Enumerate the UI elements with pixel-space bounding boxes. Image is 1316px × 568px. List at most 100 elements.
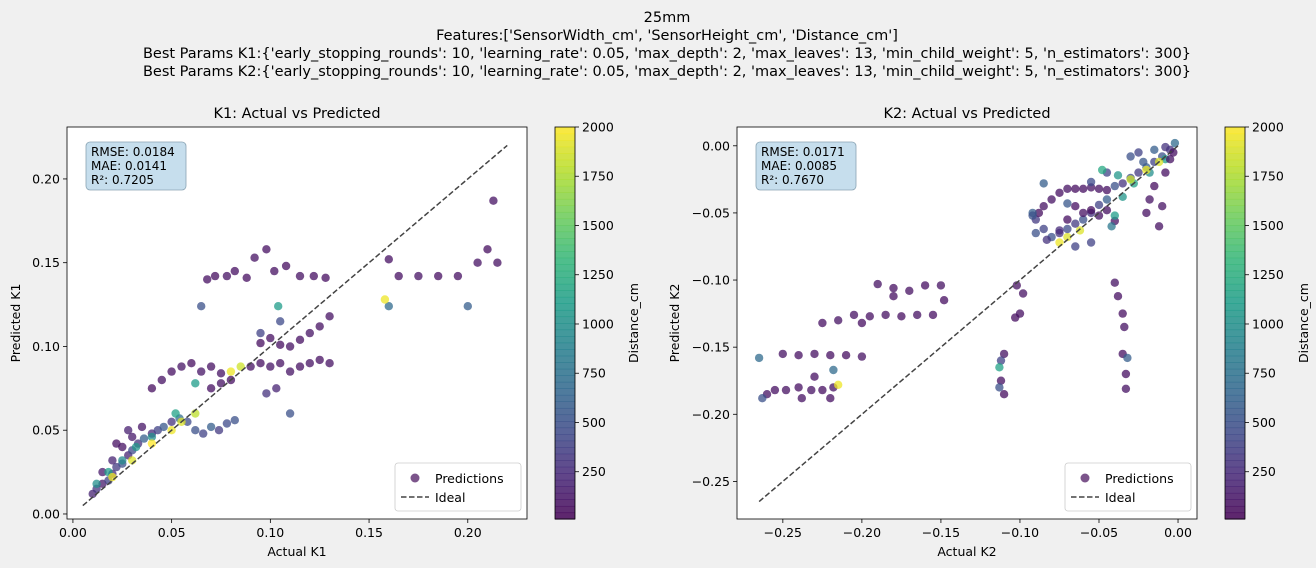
y-tick-label: 0.15 <box>32 255 60 270</box>
data-point <box>818 318 827 328</box>
data-point <box>230 266 239 276</box>
colorbar-segment <box>555 238 575 246</box>
data-point <box>206 362 216 371</box>
colorbar-segment <box>555 264 575 272</box>
colorbar-segment <box>1225 211 1245 220</box>
colorbar-segment <box>1225 172 1245 180</box>
data-point <box>112 439 121 448</box>
stats-box <box>755 141 857 191</box>
colorbar-tick-label: 250 <box>582 464 606 479</box>
data-point <box>305 359 314 368</box>
colorbar-segment <box>1225 414 1245 422</box>
data-point <box>807 385 816 395</box>
colorbar-segment <box>555 211 575 220</box>
colorbar-tick-label: 500 <box>1252 415 1276 430</box>
colorbar-segment <box>555 146 575 154</box>
colorbar-tick-label: 1500 <box>1252 218 1284 233</box>
colorbar-segment <box>1225 486 1245 494</box>
colorbar-segment <box>555 290 575 298</box>
data-point <box>1134 148 1143 157</box>
colorbar-tick-label: 1750 <box>1252 169 1284 184</box>
colorbar-segment <box>1225 349 1245 357</box>
data-point <box>1110 211 1120 220</box>
data-point <box>197 367 206 376</box>
axes-frame <box>736 126 1198 520</box>
data-point <box>1063 215 1072 224</box>
data-point <box>873 279 882 289</box>
data-point <box>1071 184 1080 193</box>
legend-predictions-label: Predictions <box>1105 471 1174 486</box>
colorbar-segment <box>1225 460 1245 468</box>
data-point <box>1039 224 1048 234</box>
data-point <box>1150 181 1159 191</box>
data-point <box>206 384 216 393</box>
colorbar-segment <box>555 323 575 331</box>
data-point <box>1011 313 1020 322</box>
data-point <box>483 245 492 254</box>
y-tick-label: −0.05 <box>692 205 730 220</box>
colorbar-segment <box>1225 375 1245 383</box>
data-point <box>1110 278 1120 287</box>
data-point <box>1063 224 1072 234</box>
y-tick-label: −0.15 <box>692 340 730 355</box>
colorbar-segment <box>555 460 575 468</box>
data-point <box>272 384 281 393</box>
data-point <box>995 363 1004 372</box>
colorbar-segment <box>555 401 575 409</box>
data-point <box>1094 211 1104 220</box>
colorbar-tick-label: 750 <box>582 366 606 381</box>
data-point <box>834 380 843 389</box>
colorbar-segment <box>555 329 575 337</box>
colorbar-segment <box>1225 368 1245 376</box>
axes-frame <box>66 126 528 520</box>
data-point <box>1034 208 1044 218</box>
colorbar-segment <box>1225 205 1245 213</box>
data-point <box>996 356 1006 365</box>
colorbar-segment <box>555 153 575 161</box>
data-point <box>829 365 838 375</box>
colorbar-segment <box>1225 140 1245 148</box>
data-point <box>434 271 443 281</box>
colorbar-segment <box>555 303 575 311</box>
colorbar-tick-label: 1250 <box>1252 267 1284 282</box>
colorbar-segment <box>555 192 575 200</box>
colorbar-segment <box>555 381 575 389</box>
colorbar-segment <box>555 427 575 435</box>
data-point <box>913 310 922 320</box>
data-point <box>1110 181 1120 191</box>
x-tick-label: −0.15 <box>922 525 960 540</box>
data-point <box>754 353 764 363</box>
data-point <box>262 245 271 254</box>
colorbar-tick-label: 2000 <box>1252 120 1284 135</box>
data-point <box>797 394 806 403</box>
x-tick-label: 0.05 <box>158 525 186 540</box>
data-point <box>999 349 1009 359</box>
data-point <box>124 426 133 435</box>
colorbar-segment <box>555 231 575 239</box>
colorbar-segment <box>1225 166 1245 174</box>
data-point <box>167 417 176 426</box>
y-tick-label: −0.10 <box>692 273 730 288</box>
data-point <box>1047 195 1056 204</box>
data-point <box>276 340 285 349</box>
data-point <box>1075 226 1085 235</box>
data-point <box>394 271 403 281</box>
colorbar-segment <box>555 434 575 442</box>
colorbar-segment <box>1225 401 1245 409</box>
data-point <box>210 271 220 281</box>
colorbar-segment <box>555 159 575 167</box>
colorbar-segment <box>1225 388 1245 396</box>
colorbar-segment <box>555 447 575 455</box>
colorbar-segment <box>555 166 575 174</box>
colorbar-segment <box>1225 146 1245 154</box>
data-point <box>285 342 295 351</box>
data-point <box>1118 179 1127 188</box>
data-point <box>889 283 898 293</box>
data-point <box>1063 199 1072 208</box>
colorbar-segment <box>555 375 575 383</box>
data-point <box>897 312 906 321</box>
data-point <box>936 281 946 290</box>
colorbar-segment <box>1225 244 1245 252</box>
colorbar-segment <box>1225 153 1245 161</box>
data-point <box>1079 184 1088 193</box>
